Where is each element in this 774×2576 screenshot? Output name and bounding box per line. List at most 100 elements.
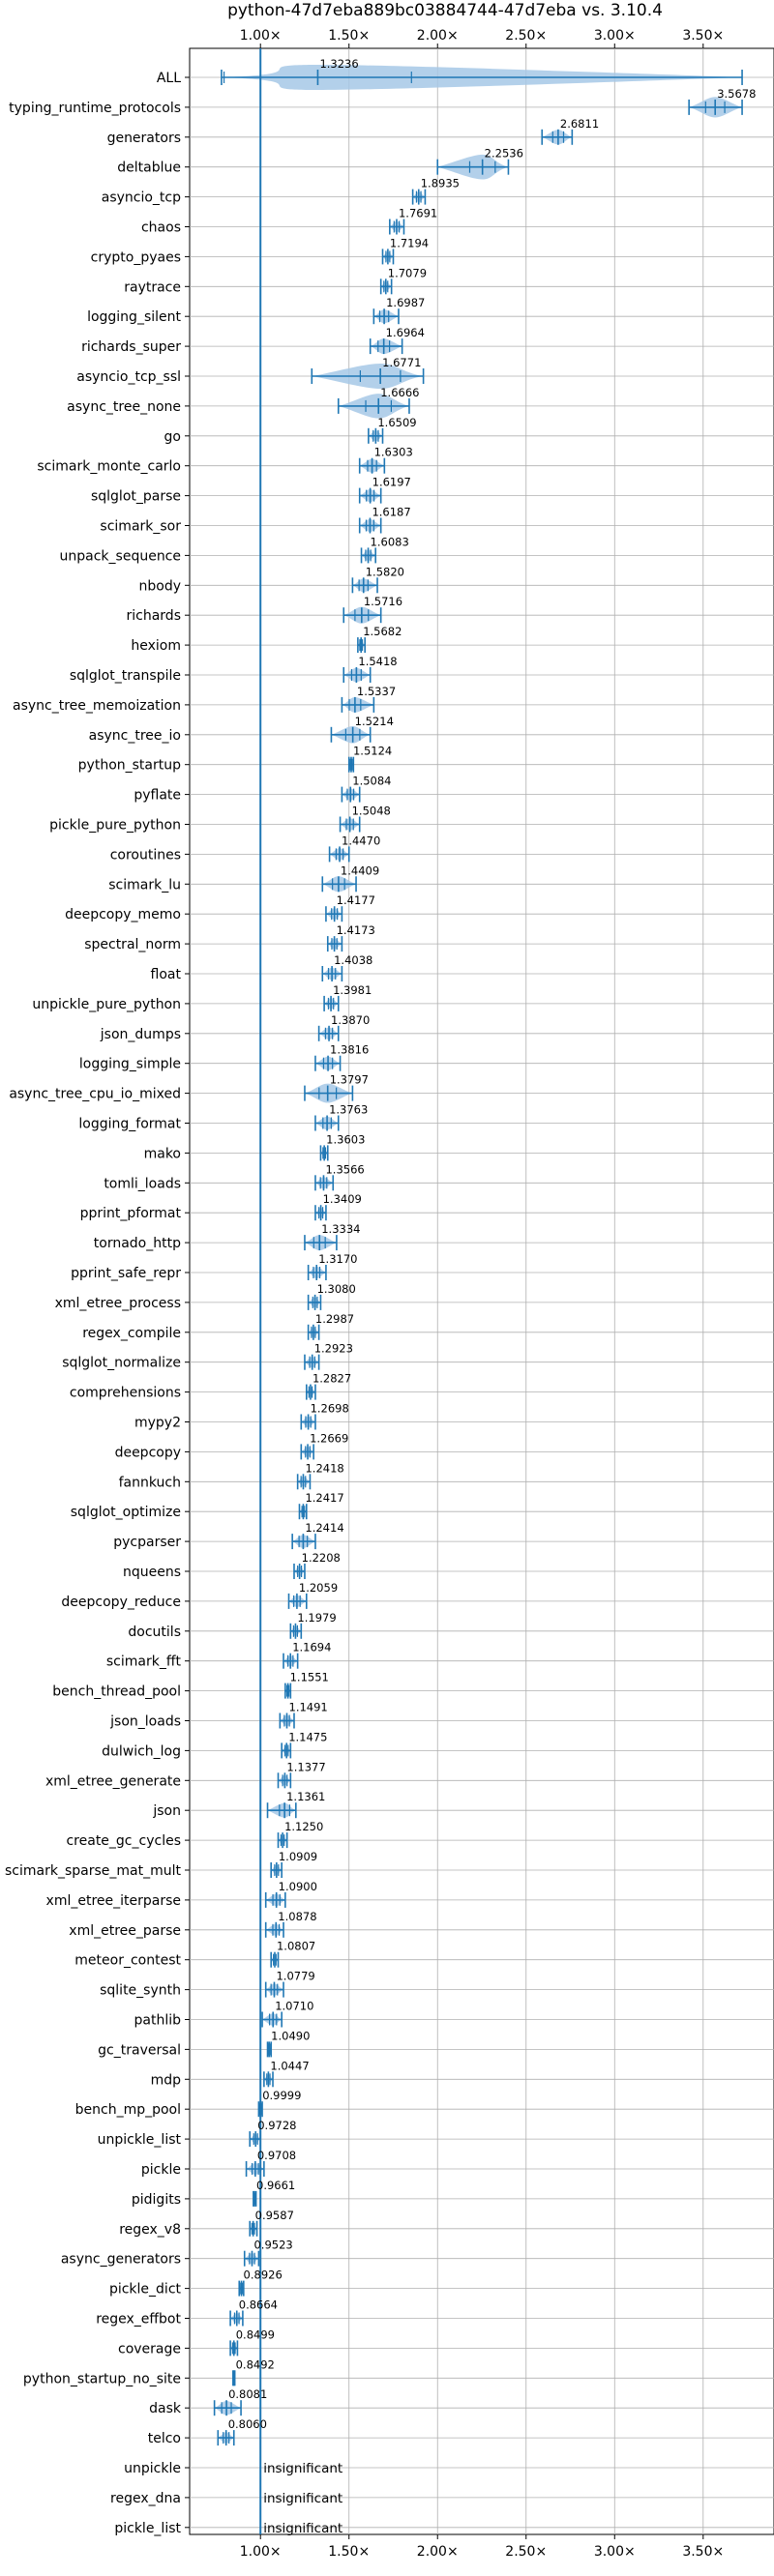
value-label: 1.7691: [399, 207, 437, 220]
value-label: 1.2669: [310, 1431, 348, 1445]
benchmark-name-label: logging_format: [78, 1117, 181, 1132]
benchmark-name-label: crypto_pyaes: [91, 249, 181, 265]
benchmark-name-label: spectral_norm: [84, 937, 181, 952]
value-label: 1.2059: [299, 1581, 338, 1595]
benchmark-name-label: sqlite_synth: [100, 1983, 181, 1999]
benchmark-name-label: async_tree_io: [89, 728, 181, 744]
benchmark-name-label: json_dumps: [100, 1027, 181, 1042]
benchmark-name-label: async_tree_cpu_io_mixed: [9, 1087, 181, 1102]
insignificant-label: insignificant: [263, 2491, 342, 2506]
benchmark-name-label: unpickle_list: [98, 2132, 182, 2148]
benchmark-name-label: deepcopy: [115, 1445, 181, 1460]
value-label: 1.5418: [358, 655, 397, 668]
benchmark-name-label: fannkuch: [119, 1475, 181, 1490]
value-label: 1.3334: [321, 1222, 360, 1236]
benchmark-name-label: richards_super: [81, 339, 181, 355]
benchmark-name-label: coroutines: [110, 847, 181, 863]
x-tick-label-bottom: 2.00×: [417, 2544, 459, 2560]
benchmark-name-label: async_tree_none: [67, 399, 181, 415]
benchmark-name-label: hexiom: [131, 638, 181, 654]
value-label: 1.6666: [380, 386, 419, 399]
benchmark-name-label: dask: [149, 2401, 182, 2416]
benchmark-name-label: async_generators: [61, 2252, 181, 2268]
value-label: 1.3797: [330, 1073, 369, 1087]
benchmark-name-label: logging_silent: [87, 309, 181, 325]
value-label: 1.5048: [352, 805, 391, 818]
benchmark-name-label: scimark_fft: [106, 1654, 182, 1670]
value-label: 1.0909: [279, 1850, 317, 1863]
x-tick-label-top: 3.50×: [682, 28, 724, 44]
value-label: 1.2417: [305, 1491, 343, 1505]
value-label: 1.2414: [305, 1521, 343, 1535]
value-label: 1.6187: [372, 506, 410, 519]
benchmark-name-label: nqueens: [123, 1565, 181, 1580]
value-label: 0.9661: [256, 2179, 295, 2192]
value-label: 1.0490: [271, 2029, 310, 2042]
benchmark-name-label: json: [152, 1803, 181, 1819]
benchmark-name-label: scimark_sparse_mat_mult: [5, 1863, 181, 1879]
benchmark-name-label: pyflate: [134, 788, 181, 804]
value-label: 1.6509: [377, 416, 416, 429]
value-label: 1.0779: [276, 1970, 314, 1983]
value-label: 1.6197: [372, 476, 411, 489]
value-label: 1.1475: [288, 1730, 327, 1743]
benchmark-name-label: mypy2: [134, 1416, 181, 1431]
value-label: 1.4177: [337, 893, 375, 907]
benchmark-name-label: raytrace: [124, 279, 181, 295]
benchmark-name-label: mdp: [151, 2072, 182, 2088]
grid-layer: [190, 48, 774, 2534]
benchmark-name-label: telco: [148, 2431, 181, 2446]
x-tick-label-bottom: 1.00×: [240, 2544, 282, 2560]
marker-layer: [213, 70, 743, 2446]
value-label: 1.7079: [388, 266, 427, 279]
benchmark-name-label: float: [151, 967, 182, 982]
benchmark-name-label: unpickle: [124, 2461, 181, 2476]
value-label: 1.5084: [352, 775, 391, 788]
benchmark-name-label: go: [164, 429, 181, 445]
benchmark-name-label: deepcopy_memo: [65, 907, 181, 922]
benchmark-name-label: regex_compile: [82, 1326, 181, 1341]
benchmark-name-label: bench_mp_pool: [75, 2102, 181, 2118]
benchmark-name-label: tomli_loads: [104, 1176, 181, 1191]
x-tick-label-top: 3.00×: [594, 28, 636, 44]
benchmark-name-label: pickle_list: [114, 2521, 181, 2536]
x-tick-label-top: 2.00×: [417, 28, 459, 44]
benchmark-name-label: regex_dna: [110, 2491, 181, 2506]
benchmark-name-label: scimark_sor: [100, 519, 181, 535]
benchmark-name-label: ALL: [157, 71, 181, 86]
value-label: 0.9523: [253, 2239, 292, 2252]
value-label: 0.9587: [255, 2209, 294, 2222]
benchmark-name-label: pickle_dict: [109, 2282, 182, 2298]
benchmark-name-label: xml_etree_process: [55, 1296, 181, 1311]
value-label: 1.4409: [341, 864, 379, 877]
benchmark-name-label: logging_simple: [79, 1057, 181, 1072]
value-label: 1.0807: [277, 1940, 315, 1953]
benchmark-name-label: nbody: [139, 578, 182, 594]
benchmark-name-label: sqlglot_normalize: [62, 1356, 181, 1371]
benchmark-name-label: pathlib: [134, 2013, 182, 2029]
benchmark-name-label: meteor_contest: [74, 1953, 181, 1969]
value-label: 1.1250: [284, 1820, 323, 1833]
insignificant-label: insignificant: [263, 2461, 342, 2476]
benchmark-name-label: sqlglot_transpile: [70, 668, 181, 684]
benchmark-name-label: docutils: [128, 1625, 181, 1640]
benchmark-name-label: sqlglot_optimize: [71, 1505, 181, 1520]
value-label: 1.5124: [353, 745, 392, 758]
value-label: 1.3763: [329, 1103, 368, 1117]
benchmark-name-label: xml_etree_iterparse: [46, 1893, 181, 1909]
axis-layer: 1.00× 1.00× 1.50× 1.50× 2.00× 2.00× 2.50× 2.50×…: [5, 28, 724, 2560]
x-tick-label-bottom: 3.50×: [682, 2544, 724, 2560]
x-tick-label-top: 2.50×: [505, 28, 547, 44]
benchmark-name-label: typing_runtime_protocols: [9, 101, 181, 116]
benchmark-name-label: xml_etree_parse: [69, 1923, 181, 1939]
benchmark-name-label: pprint_pformat: [80, 1206, 182, 1221]
benchmark-name-label: mako: [144, 1146, 181, 1161]
benchmark-name-label: unpickle_pure_python: [32, 997, 181, 1012]
value-label: 1.5820: [366, 565, 404, 578]
value-label: 1.5716: [364, 595, 402, 608]
value-label: 1.6083: [371, 535, 409, 548]
value-label: 1.3566: [325, 1162, 364, 1176]
value-label: 1.2418: [305, 1461, 343, 1475]
